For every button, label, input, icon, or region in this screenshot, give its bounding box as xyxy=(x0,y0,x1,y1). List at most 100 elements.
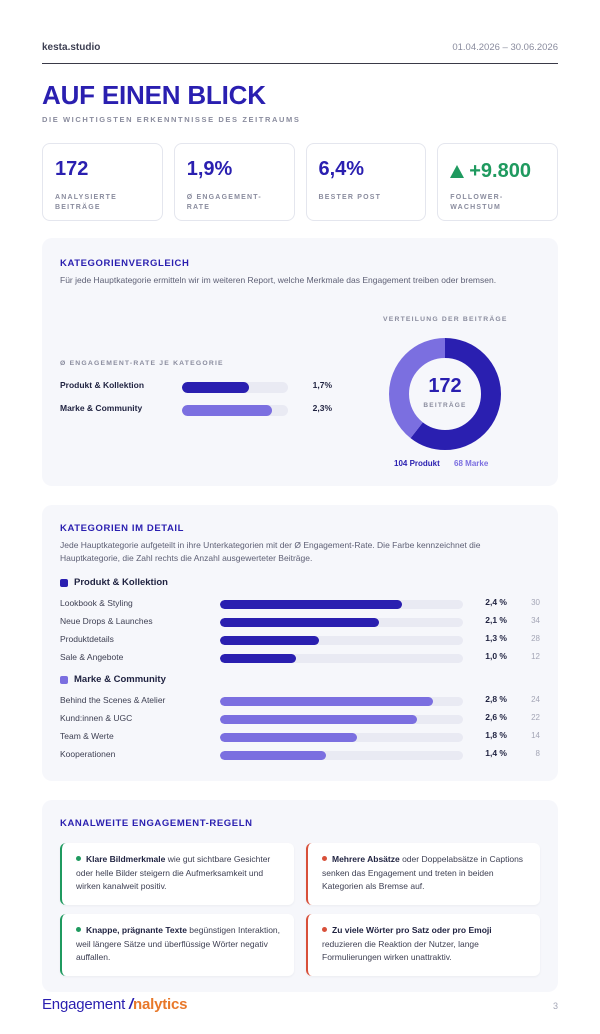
subcategory-row: Sale & Angebote 1,0 % 12 xyxy=(60,651,540,665)
subcategory-row: Kund:innen & UGC 2,6 % 22 xyxy=(60,712,540,726)
rule-card-positive: Knappe, prägnante Texte begünstigen Inte… xyxy=(60,914,294,976)
subcategory-label: Lookbook & Styling xyxy=(60,598,133,608)
donut-chart xyxy=(389,338,501,450)
bar-fill xyxy=(220,600,403,609)
kpi-card-follower-growth: +9.800 FOLLOWER-WACHSTUM xyxy=(437,143,558,221)
subcategory-rate: 1,3 % xyxy=(485,633,507,643)
bar-fill xyxy=(220,654,296,663)
subcategory-label: Behind the Scenes & Atelier xyxy=(60,695,166,705)
card-title: KATEGORIEN IM DETAIL xyxy=(60,523,185,534)
positive-dot-icon xyxy=(76,856,81,861)
rule-bold: Klare Bildmerkmale xyxy=(86,854,166,864)
kpi-card-posts: 172 ANALYSIERTE BEITRÄGE xyxy=(42,143,163,221)
card-description: Jede Hauptkategorie aufgeteilt in ihre U… xyxy=(60,540,481,563)
page-number: 3 xyxy=(552,1001,558,1011)
logo-accent-text: nalytics xyxy=(133,996,188,1013)
date-range: 01.04.2026 – 30.06.2026 xyxy=(452,42,558,53)
kpi-value-trend: +9.800 xyxy=(450,158,545,184)
logo-slash: / xyxy=(129,996,133,1013)
bar-track xyxy=(220,715,463,724)
legend-item-produkt: 104 Produkt xyxy=(394,459,440,468)
subcategory-label: Kund:innen & UGC xyxy=(60,713,133,723)
rule-bold: Knappe, prägnante Texte xyxy=(86,925,187,935)
comparison-label: Marke & Community xyxy=(60,403,143,413)
negative-dot-icon xyxy=(322,927,327,932)
bar-track xyxy=(182,405,288,416)
bar-track xyxy=(182,382,288,393)
page-title: AUF EINEN BLICK xyxy=(42,80,266,110)
legend-item-marke: 68 Marke xyxy=(454,459,489,468)
rule-text: wie gut sichtbare Gesichter oder helle B… xyxy=(76,854,271,891)
rule-text: reduzieren die Reaktion der Nutzer, lang… xyxy=(322,938,479,963)
distribution-heading: VERTEILUNG DER BEITRÄGE xyxy=(383,316,508,323)
card-title: KATEGORIENVERGLEICH xyxy=(60,258,190,269)
post-count: 14 xyxy=(531,731,540,740)
kpi-row: 172 ANALYSIERTE BEITRÄGE 1,9% Ø ENGAGEME… xyxy=(42,143,558,221)
post-count: 8 xyxy=(535,749,540,758)
kpi-card-best-post: 6,4% BESTER POST xyxy=(305,143,427,221)
subcategory-rate: 2,6 % xyxy=(485,712,507,722)
category-detail-card: KATEGORIEN IM DETAIL Jede Hauptkategorie… xyxy=(42,505,558,781)
subcategory-rate: 2,1 % xyxy=(485,615,507,625)
subcategory-row: Produktdetails 1,3 % 28 xyxy=(60,633,540,647)
comparison-value: 1,7% xyxy=(312,380,332,390)
kpi-value: 172 xyxy=(55,158,89,180)
bar-fill xyxy=(182,405,273,416)
post-count: 34 xyxy=(531,616,540,625)
card-title: KANALWEITE ENGAGEMENT-REGELN xyxy=(60,818,253,829)
category-comparison-card: KATEGORIENVERGLEICH Für jede Hauptkatego… xyxy=(42,238,558,486)
rule-card-negative: Mehrere Absätze oder Doppelabsätze in Ca… xyxy=(306,843,540,905)
rule-card-positive: Klare Bildmerkmale wie gut sichtbare Ges… xyxy=(60,843,294,905)
page-subtitle: DIE WICHTIGSTEN ERKENNTNISSE DES ZEITRAU… xyxy=(42,115,301,124)
bar-fill xyxy=(182,382,249,393)
bar-fill xyxy=(220,697,433,706)
donut-center: 172 BEITRÄGE xyxy=(387,336,503,452)
category-color-swatch xyxy=(60,578,68,587)
rule-card-negative: Zu viele Wörter pro Satz oder pro Emoji … xyxy=(306,914,540,976)
post-count: 30 xyxy=(531,598,540,607)
bar-track xyxy=(220,733,463,742)
subcategory-label: Neue Drops & Launches xyxy=(60,616,153,626)
rule-bold: Mehrere Absätze xyxy=(332,854,400,864)
bar-track xyxy=(220,600,463,609)
group-heading-marke: Marke & Community xyxy=(60,674,166,685)
subcategory-row: Behind the Scenes & Atelier 2,8 % 24 xyxy=(60,694,540,708)
post-count: 24 xyxy=(531,695,540,704)
subcategory-rate: 1,0 % xyxy=(485,651,507,661)
card-description: Für jede Hauptkategorie ermitteln wir im… xyxy=(60,275,497,285)
subcategory-label: Produktdetails xyxy=(60,634,114,644)
positive-dot-icon xyxy=(76,927,81,932)
kpi-card-engagement: 1,9% Ø ENGAGEMENT-RATE xyxy=(173,143,295,221)
comparison-row: Marke & Community 2,3% xyxy=(60,403,332,417)
kpi-value: 6,4% xyxy=(318,158,365,180)
subcategory-label: Kooperationen xyxy=(60,749,116,759)
trend-up-icon xyxy=(450,164,465,178)
bar-track xyxy=(220,654,463,663)
subcategory-rate: 2,4 % xyxy=(485,597,507,607)
bar-track xyxy=(220,618,463,627)
category-color-swatch xyxy=(60,675,68,684)
subcategory-rate: 1,8 % xyxy=(485,730,507,740)
bar-fill xyxy=(220,751,327,760)
subcategory-label: Team & Werte xyxy=(60,731,114,741)
bar-track xyxy=(220,697,463,706)
kpi-value: 1,9% xyxy=(186,158,233,180)
page-header: kesta.studio 01.04.2026 – 30.06.2026 xyxy=(42,42,558,64)
brand-name: kesta.studio xyxy=(42,42,101,53)
bar-fill xyxy=(220,733,357,742)
post-count: 28 xyxy=(531,634,540,643)
rule-text: oder Doppelabsätze in Captions senken da… xyxy=(322,854,524,891)
subcategory-row: Neue Drops & Launches 2,1 % 34 xyxy=(60,615,540,629)
donut-legend: 104 Produkt 68 Marke xyxy=(394,459,500,468)
comparison-row: Produkt & Kollektion 1,7% xyxy=(60,380,332,394)
bar-track xyxy=(220,751,463,760)
bar-fill xyxy=(220,618,380,627)
post-count: 22 xyxy=(531,713,540,722)
subcategory-rate: 1,4 % xyxy=(485,748,507,758)
donut-total: 172 xyxy=(428,375,462,397)
donut-total-label: BEITRÄGE xyxy=(423,402,467,409)
kpi-label: Ø ENGAGEMENT-RATE xyxy=(186,194,262,211)
kpi-label: BESTER POST xyxy=(318,194,382,201)
bar-fill xyxy=(220,715,418,724)
subcategory-rate: 2,8 % xyxy=(485,694,507,704)
